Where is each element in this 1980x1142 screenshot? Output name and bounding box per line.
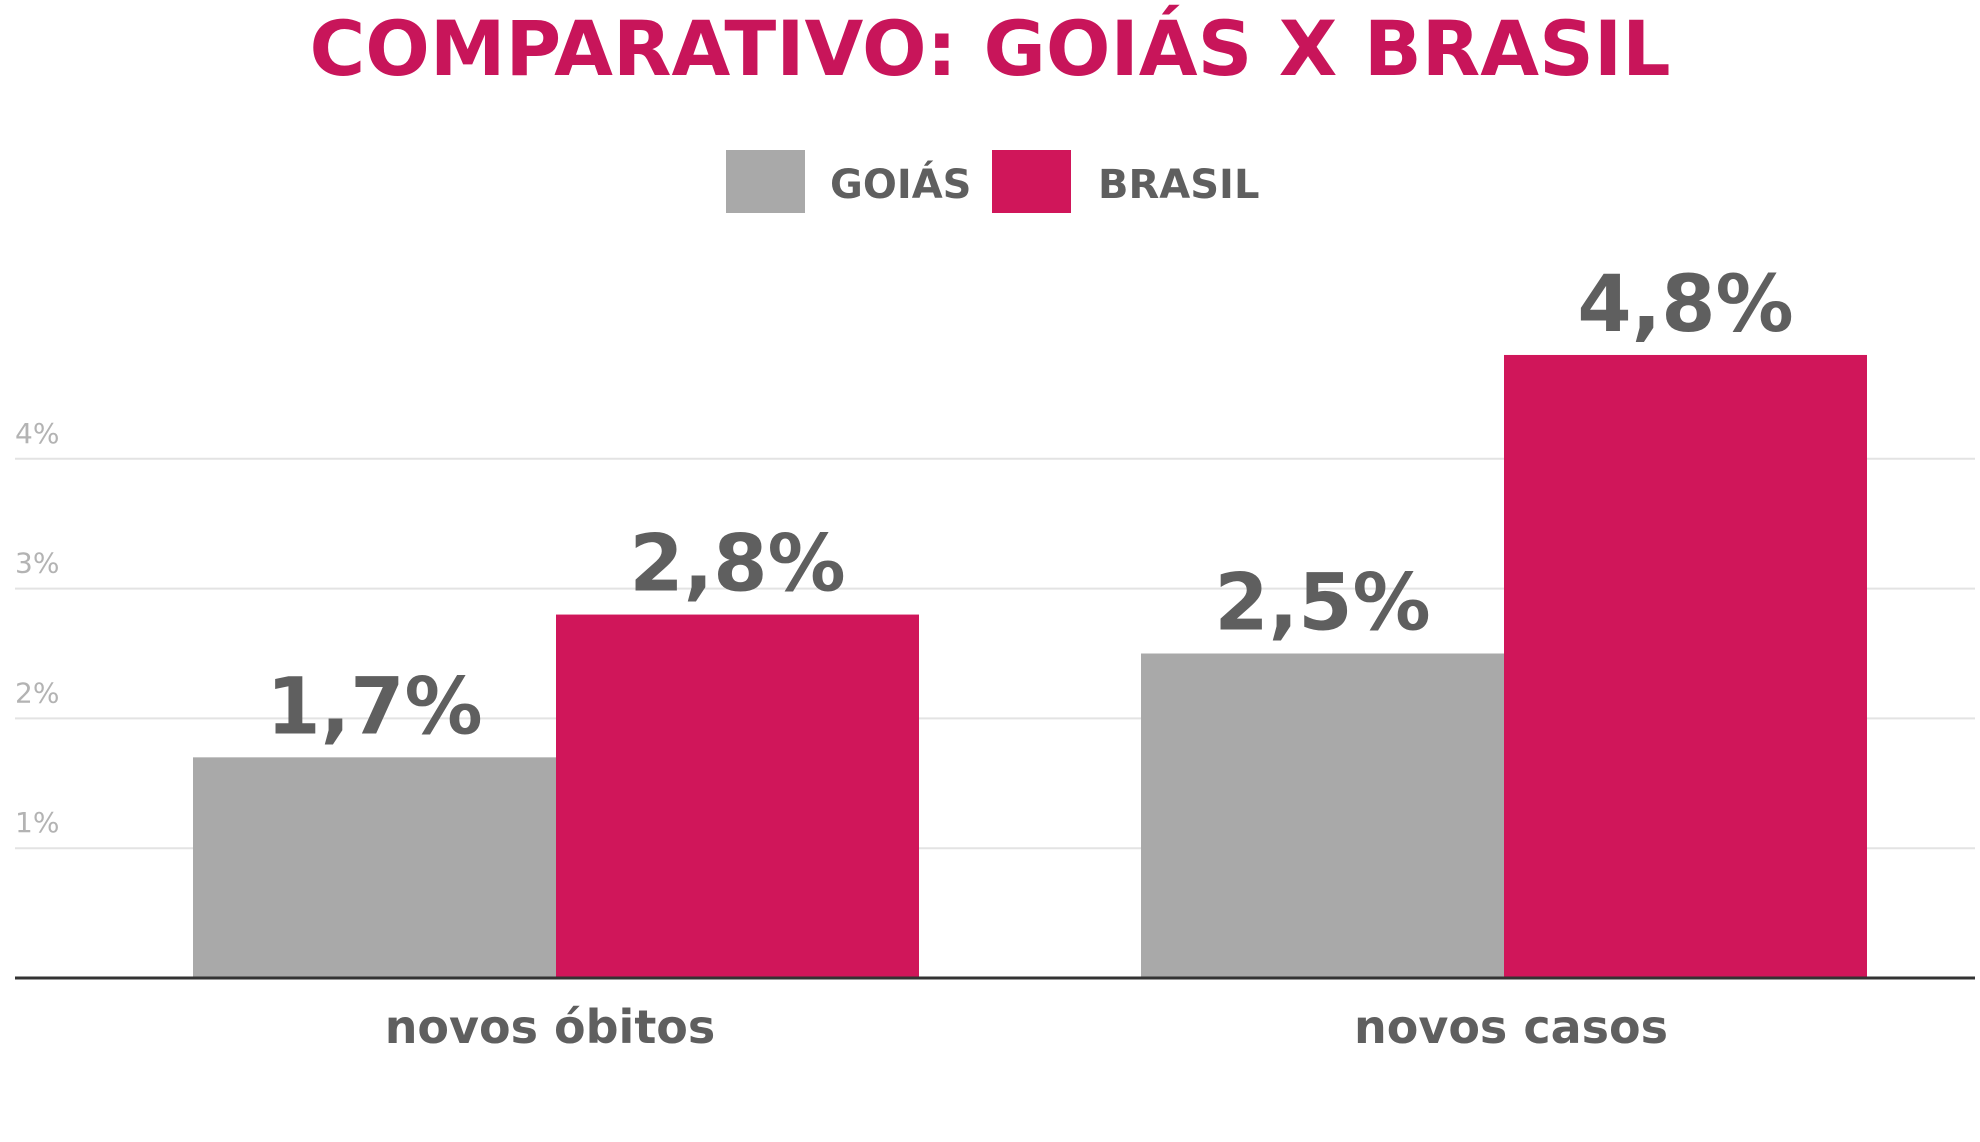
category-label-novos-casos: novos casos xyxy=(1354,1000,1668,1054)
data-label-brasil-novos-casos: 4,8% xyxy=(1577,260,1793,350)
legend-label-brasil: BRASIL xyxy=(1098,162,1259,208)
bar-brasil-novos-casos xyxy=(1504,354,1867,979)
legend-swatch-goias xyxy=(726,150,805,213)
data-label-goias-novos-obitos: 1,7% xyxy=(266,662,482,752)
bar-goias-novos-casos xyxy=(1141,653,1504,978)
data-label-brasil-novos-obitos: 2,8% xyxy=(629,520,845,610)
bar-goias-novos-obitos xyxy=(193,757,556,978)
y-tick-label-1: 1% xyxy=(15,806,59,839)
y-tick-label-3: 3% xyxy=(15,547,59,580)
legend-swatch-brasil xyxy=(992,150,1071,213)
y-tick-label-4: 4% xyxy=(15,417,59,450)
y-tick-label-2: 2% xyxy=(15,676,59,709)
legend-label-goias: GOIÁS xyxy=(830,160,971,208)
data-labels: 1,7% 2,8% 2,5% 4,8% xyxy=(266,260,1793,752)
chart-title: COMPARATIVO: GOIÁS X BRASIL xyxy=(309,4,1670,93)
legend: GOIÁS BRASIL xyxy=(726,150,1259,213)
bar-brasil-novos-obitos xyxy=(556,614,919,978)
bars xyxy=(193,354,1867,979)
data-label-goias-novos-casos: 2,5% xyxy=(1214,559,1430,649)
y-axis-ticks: 1% 2% 3% 4% xyxy=(15,417,59,839)
category-label-novos-obitos: novos óbitos xyxy=(385,1000,716,1054)
